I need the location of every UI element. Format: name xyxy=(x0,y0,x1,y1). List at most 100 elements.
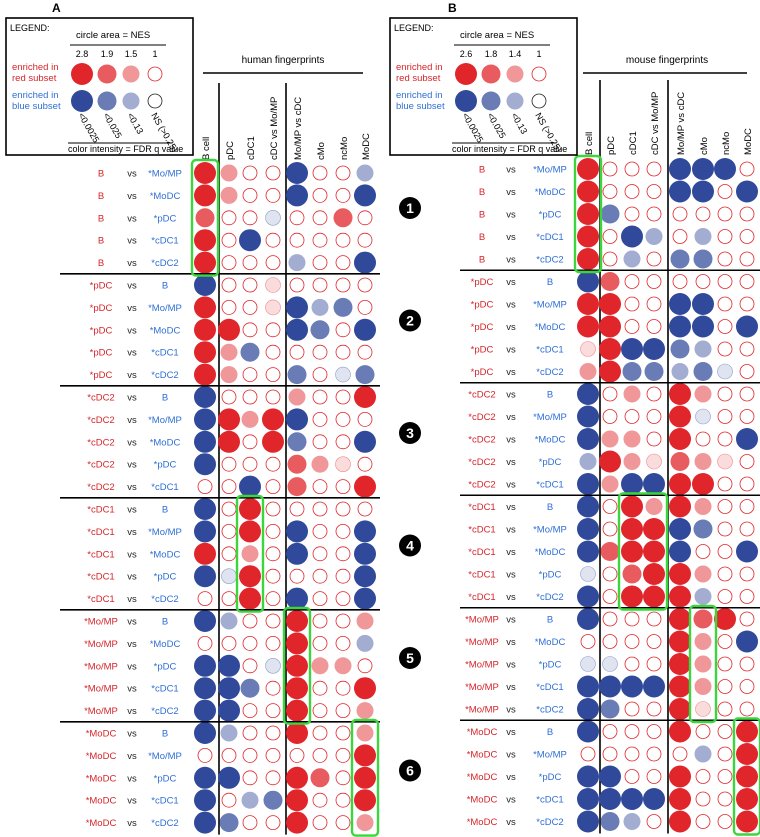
table-row: *cDC1 vs *cDC2 xyxy=(87,587,376,610)
row-blue-subset: *pDC xyxy=(154,661,177,672)
blue-circle xyxy=(577,383,599,405)
row-red-subset: *cDC2 xyxy=(87,437,114,448)
blue-circle xyxy=(310,320,330,340)
red-circle xyxy=(287,454,307,474)
blue-circle xyxy=(669,540,691,563)
ns-circle xyxy=(717,274,733,289)
row-blue-subset: *cDC2 xyxy=(536,592,563,603)
red-circle xyxy=(599,450,621,473)
red-circle xyxy=(288,388,306,406)
ns-circle xyxy=(357,658,373,674)
ns-circle xyxy=(242,636,258,651)
ns-circle xyxy=(646,409,662,424)
red-circle xyxy=(623,453,641,470)
row-vs: vs xyxy=(506,750,516,761)
ns-circle xyxy=(221,479,237,495)
red-circle xyxy=(694,385,712,403)
table-row: *MoDC vs *cDC1 xyxy=(467,788,758,810)
legend-blue-circle xyxy=(481,91,501,111)
row-blue-subset: *MoDC xyxy=(535,322,566,333)
row-red-subset: *cDC2 xyxy=(468,390,495,401)
ns-circle xyxy=(242,748,258,763)
ns-circle xyxy=(739,409,755,424)
blue-circle xyxy=(221,568,237,585)
column-header: Mo/MP vs cDC xyxy=(293,97,304,160)
ns-circle xyxy=(221,524,237,539)
blue-circle xyxy=(669,315,691,338)
blue-circle xyxy=(577,585,599,608)
blue-circle xyxy=(694,745,712,763)
ns-circle xyxy=(357,501,373,517)
row-red-subset: *cDC1 xyxy=(468,547,495,558)
blue-circle xyxy=(239,229,261,252)
row-red-subset: *MoDC xyxy=(467,795,498,806)
ns-circle xyxy=(580,746,596,762)
red-circle xyxy=(262,430,284,453)
red-circle xyxy=(643,518,665,540)
red-circle xyxy=(286,722,308,744)
ns-circle xyxy=(739,161,755,177)
group-number: 2 xyxy=(406,313,414,329)
ns-circle xyxy=(265,546,281,562)
group-number-badge: 3 xyxy=(399,422,421,444)
legend-red-circle xyxy=(481,64,501,84)
row-vs: vs xyxy=(506,705,516,716)
row-vs: vs xyxy=(127,773,137,784)
blue-circle xyxy=(736,428,758,450)
ns-circle xyxy=(242,367,258,383)
blue-circle xyxy=(577,608,599,630)
blue-circle xyxy=(577,428,599,450)
blue-circle xyxy=(577,518,599,540)
table-row: *pDC vs B xyxy=(90,274,373,296)
row-vs: vs xyxy=(127,236,137,247)
row-red-subset: *cDC1 xyxy=(468,592,495,603)
legend-box-a: LEGEND: circle area = NES 2.8 1.9 1.5 1 enrich… xyxy=(5,17,194,156)
red-circle xyxy=(670,452,690,471)
red-circle xyxy=(623,385,641,403)
row-blue-subset: *Mo/MP xyxy=(533,300,567,311)
ns-circle xyxy=(602,634,618,649)
legend-circle-area: circle area = NES xyxy=(76,30,150,41)
row-blue-subset: *cDC2 xyxy=(151,594,178,605)
red-circle xyxy=(218,318,240,341)
table-row: *MoDC vs *cDC1 xyxy=(86,789,376,812)
row-vs: vs xyxy=(127,661,137,672)
red-circle xyxy=(286,654,308,677)
ns-circle xyxy=(265,344,281,360)
legend-line: blue subset xyxy=(396,101,445,112)
red-circle xyxy=(262,408,284,431)
ns-circle xyxy=(242,815,258,830)
ns-circle xyxy=(312,568,328,584)
blue-circle xyxy=(577,765,599,788)
row-blue-subset: *MoDC xyxy=(150,191,181,202)
row-red-subset: *cDC1 xyxy=(468,525,495,536)
blue-circle xyxy=(717,363,733,380)
row-red-subset: B xyxy=(479,187,485,198)
legend-line: enriched in xyxy=(396,62,442,73)
blue-circle xyxy=(621,788,643,810)
blue-circle xyxy=(356,164,374,182)
ns-circle xyxy=(242,187,258,203)
table-row: *MoDC vs *pDC xyxy=(86,766,376,789)
table-row: *cDC1 vs B xyxy=(87,498,373,520)
legend-red-circle xyxy=(455,63,477,85)
row-red-subset: *MoDC xyxy=(467,772,498,783)
row-blue-subset: *cDC1 xyxy=(151,684,178,695)
red-circle xyxy=(577,180,599,203)
row-vs: vs xyxy=(506,390,516,401)
ns-circle xyxy=(624,769,640,784)
blue-circle xyxy=(693,249,713,269)
column-header: cDC vs Mo/MP xyxy=(269,97,280,160)
column-header: cDC vs Mo/MP xyxy=(650,92,661,155)
ns-circle xyxy=(335,792,351,808)
red-circle xyxy=(669,608,691,630)
row-blue-subset: *pDC xyxy=(154,572,177,583)
blue-circle xyxy=(194,408,216,431)
table-row: *Mo/MP vs *MoDC xyxy=(84,632,374,655)
red-circle xyxy=(286,632,308,655)
row-red-subset: *pDC xyxy=(90,281,113,292)
ns-circle xyxy=(646,701,662,717)
